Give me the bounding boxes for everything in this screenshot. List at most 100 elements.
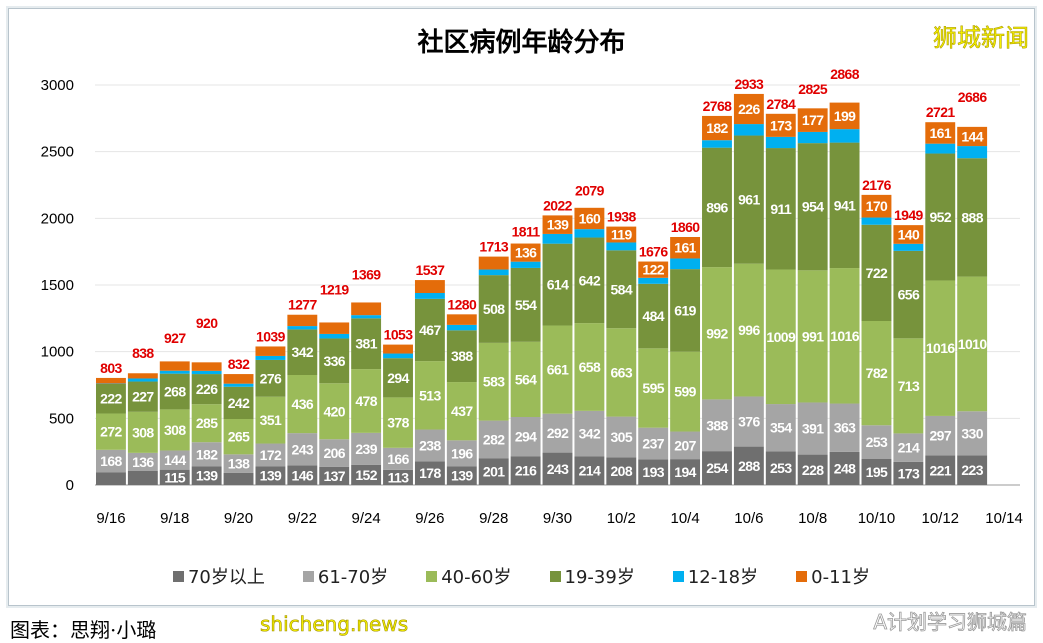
watermark-bottom-right: A计划学习狮城篇 [873, 610, 1027, 635]
bar-segment-0-11岁 [414, 280, 445, 293]
bar-segment-70岁以上 [319, 466, 350, 485]
segment-value-label: 136 [515, 245, 537, 261]
segment-value-label: 196 [451, 445, 473, 461]
segment-value-label: 265 [228, 429, 250, 445]
bar-segment-40-60岁 [287, 375, 318, 434]
segment-value-label: 170 [866, 198, 888, 214]
bar-segment-0-11岁 [383, 344, 413, 354]
bar-segment-19-39岁 [606, 250, 637, 329]
x-tick-label: 9/26 [415, 510, 444, 527]
legend-label: 40-60岁 [441, 567, 512, 588]
segment-value-label: 122 [642, 262, 664, 278]
total-value-label: 1713 [479, 239, 509, 255]
segment-value-label: 214 [579, 463, 601, 479]
y-tick-label: 0 [66, 477, 74, 494]
segment-value-label: 214 [898, 440, 920, 456]
segment-value-label: 206 [323, 445, 345, 461]
segment-value-label: 420 [323, 403, 345, 419]
segment-value-label: 351 [260, 412, 282, 428]
bar-segment-12-18岁 [351, 315, 382, 319]
segment-value-label: 140 [898, 226, 920, 242]
legend-item: 61-70岁 [302, 563, 388, 589]
bar-segment-61-70岁 [191, 442, 222, 467]
watermark-top-right: 狮城新闻 [933, 24, 1030, 53]
segment-value-label: 243 [547, 461, 569, 477]
segment-value-label: 354 [770, 420, 792, 436]
bar-segment-40-60岁 [574, 323, 605, 411]
bar-segment-12-18岁 [191, 370, 222, 375]
legend-swatch [302, 570, 314, 582]
segment-value-label: 388 [706, 417, 728, 433]
segment-value-label: 564 [515, 371, 537, 387]
bar-segment-61-70岁 [606, 416, 637, 458]
bar-segment-19-39岁 [638, 283, 669, 349]
bar-segment-61-70岁 [542, 413, 573, 453]
bar-segment-40-60岁 [542, 325, 573, 414]
legend-item: 70岁以上 [172, 563, 265, 589]
bar-segment-19-39岁 [351, 318, 382, 370]
bar-segment-40-60岁 [893, 338, 924, 434]
segment-value-label: 137 [323, 468, 345, 484]
bar-segment-0-11岁 [159, 361, 190, 371]
total-value-label: 2022 [543, 197, 573, 213]
segment-value-label: 144 [164, 452, 186, 468]
segment-value-label: 584 [611, 281, 633, 297]
bar-segment-12-18岁 [702, 140, 732, 148]
bar-segment-19-39岁 [287, 329, 318, 375]
bar-segment-70岁以上 [414, 461, 445, 485]
bar-segment-70岁以上 [127, 471, 158, 485]
bar-segment-12-18岁 [542, 233, 573, 244]
legend-swatch [549, 570, 561, 582]
bar-segment-40-60岁 [606, 328, 637, 417]
segment-value-label: 139 [196, 468, 218, 484]
bar-segment-40-60岁 [670, 351, 701, 432]
segment-value-label: 144 [961, 128, 983, 144]
bar-segment-70岁以上 [574, 456, 605, 485]
bar-segment-19-39岁 [191, 374, 222, 405]
segment-value-label: 437 [451, 403, 473, 419]
legend-swatch [426, 570, 438, 582]
segment-value-label: 508 [483, 301, 505, 317]
bar-segment-40-60岁 [925, 280, 956, 416]
bar-segment-19-39岁 [542, 243, 573, 326]
bar-segment-0-11岁 [96, 377, 126, 384]
bar-segment-19-39岁 [957, 158, 988, 277]
bar-segment-0-11岁 [797, 108, 828, 132]
bar-segment-40-60岁 [797, 270, 828, 403]
bar-segment-70岁以上 [702, 451, 732, 485]
bar-segment-19-39岁 [702, 147, 732, 268]
legend-item: 12-18岁 [672, 563, 758, 589]
bar-segment-12-18岁 [829, 129, 860, 143]
bar-segment-12-18岁 [733, 124, 764, 136]
bar-segment-12-18岁 [478, 269, 509, 276]
bar-segment-40-60岁 [478, 342, 509, 421]
bar-segment-12-18岁 [861, 217, 892, 225]
segment-value-label: 243 [292, 441, 314, 457]
bar-segment-0-11岁 [255, 346, 286, 356]
bar-segment-70岁以上 [606, 457, 637, 485]
segment-value-label: 253 [770, 460, 792, 476]
bar-segment-0-11岁 [446, 314, 477, 325]
bar-segment-19-39岁 [574, 237, 605, 324]
segment-value-label: 193 [642, 464, 664, 480]
x-tick-label: 9/20 [224, 510, 253, 527]
bar-segment-19-39岁 [893, 250, 924, 339]
bar-segment-61-70岁 [127, 452, 158, 471]
bar-segment-19-39岁 [765, 148, 796, 270]
bar-segment-12-18岁 [159, 370, 190, 374]
bar-segment-12-18岁 [223, 383, 254, 387]
bar-segment-19-39岁 [733, 135, 764, 264]
segment-value-label: 248 [834, 460, 856, 476]
bar-segment-40-60岁 [127, 411, 158, 453]
bar-segment-61-70岁 [351, 432, 382, 465]
segment-value-label: 954 [802, 199, 824, 215]
total-value-label: 1860 [671, 219, 701, 235]
segment-value-label: 146 [292, 467, 314, 483]
segment-value-label: 282 [483, 431, 505, 447]
bar-segment-61-70岁 [893, 433, 924, 462]
bar-segment-70岁以上 [446, 466, 477, 485]
segment-value-label: 1016 [926, 340, 956, 356]
legend-item: 0-11岁 [796, 563, 870, 589]
x-tick-label: 10/4 [670, 510, 699, 527]
bar-segment-61-70岁 [797, 402, 828, 455]
